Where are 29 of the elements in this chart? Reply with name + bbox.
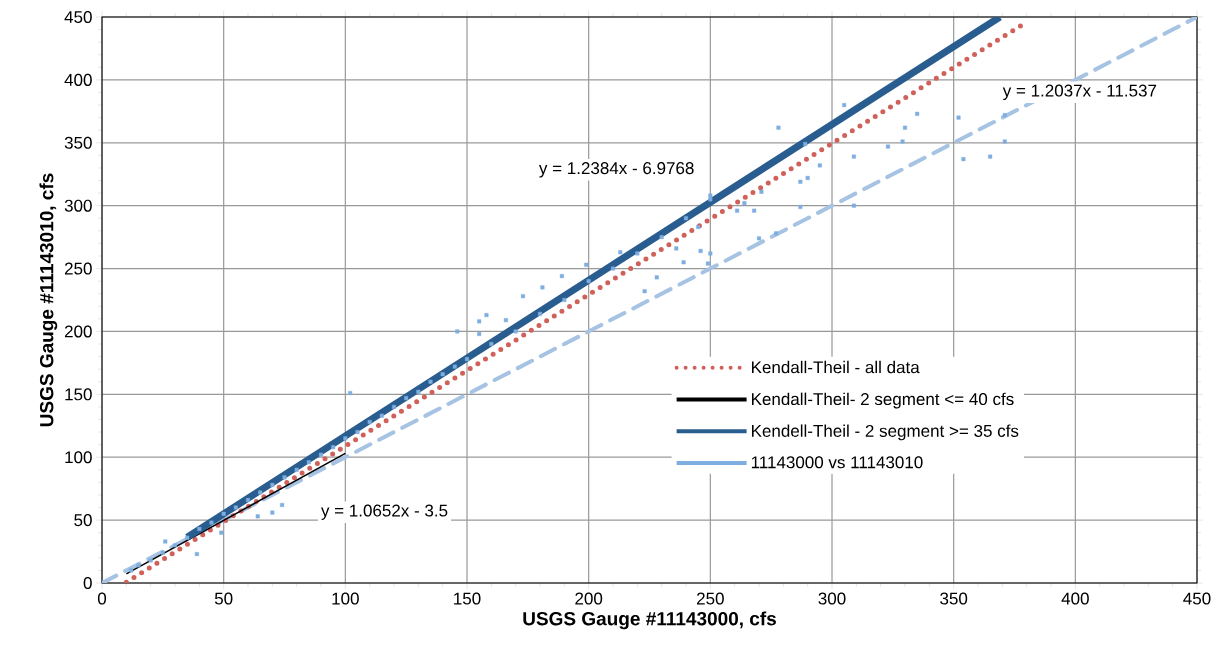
x-tick-label: 250 [697, 592, 724, 605]
x-tick-label: 350 [940, 592, 968, 605]
y-tick-label: 0 [83, 576, 92, 590]
x-tick-label: 150 [454, 592, 481, 605]
x-tick-label: 100 [332, 592, 359, 605]
legend-label: Kendell-Theil - 2 segment >= 35 cfs [752, 424, 1019, 441]
y-tick-label: 400 [64, 73, 92, 86]
x-tick-label: 200 [575, 592, 603, 605]
x-tick-label: 300 [818, 592, 846, 605]
y-tick-label: 100 [65, 451, 92, 464]
y-tick-label: 350 [64, 136, 92, 149]
legend-label: Kendall-Theil- 2 segment <= 40 cfs [752, 392, 1014, 409]
annotation: y = 1.2037x - 11.537 [1002, 84, 1157, 100]
x-axis-title: USGS Gauge #11143000, cfs [523, 611, 776, 630]
y-tick-label: 50 [74, 514, 92, 527]
x-tick-label: 400 [1061, 592, 1089, 605]
x-tick-label: 0 [97, 592, 107, 605]
y-tick-label: 450 [64, 10, 92, 24]
y-tick-label: 300 [64, 199, 92, 212]
y-tick-label: 200 [64, 325, 92, 338]
x-tick-label: 50 [214, 592, 233, 605]
legend-label: Kendall-Theil - all data [752, 360, 920, 374]
annotation: y = 1.2384x - 6.9768 [538, 162, 694, 178]
x-tick-label: 450 [1183, 592, 1211, 605]
annotation: y = 1.0652x - 3.5 [321, 504, 448, 520]
legend-label: 11143000 vs 11143010 [751, 456, 923, 469]
y-tick-label: 250 [64, 262, 92, 275]
y-axis-title: USGS Gauge #11143010, cfs [39, 173, 58, 427]
y-tick-label: 150 [65, 388, 92, 401]
